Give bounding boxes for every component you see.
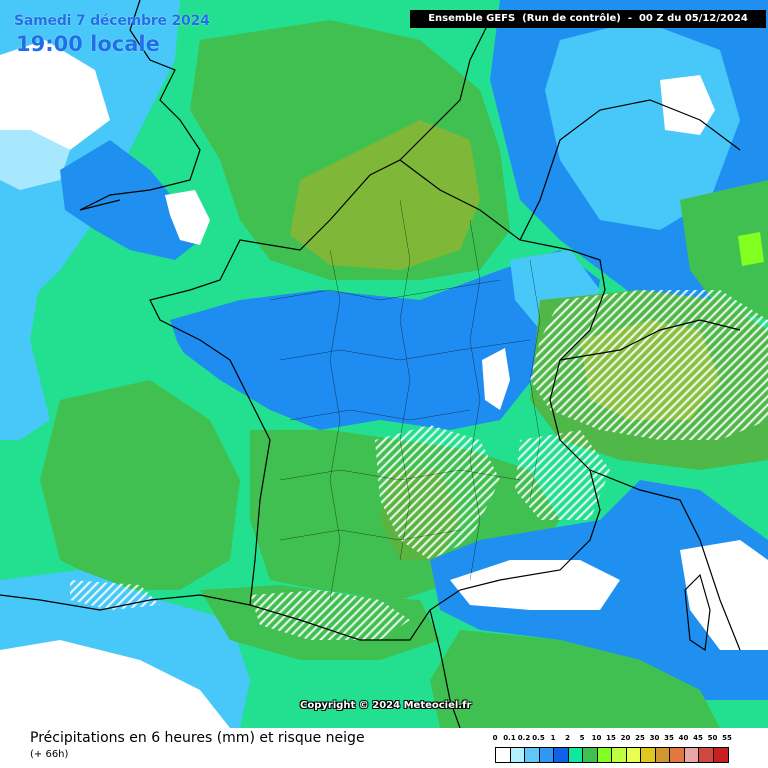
map-canvas bbox=[0, 0, 768, 728]
precip-zone-channel-white bbox=[165, 190, 210, 245]
map-title: Précipitations en 6 heures (mm) et risqu… bbox=[30, 730, 365, 746]
map-local-time: 19:00 locale bbox=[16, 32, 160, 56]
snow-risk-alps bbox=[515, 430, 610, 520]
precip-zone-west-blue-edge bbox=[0, 250, 50, 440]
legend-swatch bbox=[554, 748, 569, 762]
legend-label: 25 bbox=[635, 734, 645, 742]
country-borders bbox=[0, 0, 741, 728]
legend-label: 15 bbox=[606, 734, 616, 742]
precip-zone-nw-white bbox=[0, 40, 110, 150]
precip-zone-ne-light bbox=[545, 20, 740, 230]
legend-labels: 0 0.1 0.2 0.5 1 2 5 10 15 20 25 30 35 40 45 50 55 bbox=[492, 734, 765, 744]
legend-swatches bbox=[495, 747, 729, 763]
precip-zone-med-white bbox=[450, 560, 620, 610]
legend-swatch bbox=[670, 748, 685, 762]
forecast-offset: (+ 66h) bbox=[30, 749, 69, 760]
legend-label: 35 bbox=[664, 734, 674, 742]
precip-zone-med-green bbox=[430, 630, 720, 728]
copyright-notice: Copyright © 2024 Meteociel.fr bbox=[300, 700, 472, 711]
precip-zone-west-green bbox=[40, 380, 240, 590]
legend-label: 2 bbox=[565, 734, 570, 742]
legend-label: 5 bbox=[579, 734, 585, 742]
legend-swatch bbox=[568, 748, 583, 762]
legend-swatch bbox=[612, 748, 627, 762]
legend-swatch bbox=[583, 748, 598, 762]
legend-swatch bbox=[510, 748, 525, 762]
legend-label: 10 bbox=[591, 734, 602, 742]
precip-zone-ne-lime bbox=[738, 232, 764, 266]
legend-swatch bbox=[496, 748, 511, 762]
map-date: Samedi 7 décembre 2024 bbox=[14, 13, 210, 29]
legend-label: 45 bbox=[693, 734, 703, 742]
legend-label: 55 bbox=[722, 734, 732, 742]
legend-label: 50 bbox=[707, 734, 718, 742]
precipitation-map: Samedi 7 décembre 2024 19:00 locale Ense… bbox=[0, 0, 768, 728]
precip-zone-ne-green bbox=[680, 180, 768, 320]
legend-swatch bbox=[626, 748, 641, 762]
precip-zone-corsica-white bbox=[680, 540, 768, 650]
legend-swatch bbox=[539, 748, 554, 762]
precip-zone-central-white bbox=[482, 348, 510, 410]
legend-label: 1 bbox=[550, 734, 556, 742]
precipitation-legend: 0 0.1 0.2 0.5 1 2 5 10 15 20 25 30 35 40 45 50 55 bbox=[492, 734, 765, 764]
legend-swatch bbox=[525, 748, 540, 762]
precip-zone-ne-white bbox=[660, 75, 715, 135]
legend-label: 0.1 bbox=[503, 734, 516, 742]
legend-label: 0.2 bbox=[517, 734, 531, 742]
legend-label: 30 bbox=[649, 734, 660, 742]
precip-zone-nw-verylight bbox=[0, 130, 70, 190]
legend-swatch bbox=[641, 748, 656, 762]
legend-swatch bbox=[699, 748, 714, 762]
legend-swatch bbox=[713, 748, 728, 762]
legend-swatch bbox=[684, 748, 699, 762]
snow-risk-pyrenees bbox=[250, 590, 410, 640]
legend-label: 20 bbox=[620, 734, 631, 742]
legend-label: 40 bbox=[678, 734, 689, 742]
legend-label: 0 bbox=[492, 734, 498, 742]
legend-label: 0.5 bbox=[532, 734, 545, 742]
precip-zone-channel-blue bbox=[60, 140, 200, 260]
legend-swatch bbox=[597, 748, 612, 762]
region-borders bbox=[269, 199, 541, 601]
precip-zone-sw-white bbox=[0, 640, 230, 728]
snow-risk-east bbox=[530, 290, 768, 440]
precip-zone-north-olive bbox=[290, 120, 480, 270]
legend-swatch bbox=[655, 748, 670, 762]
snow-risk-massif bbox=[375, 425, 500, 560]
model-run-banner: Ensemble GEFS (Run de contrôle) - 00 Z d… bbox=[410, 10, 766, 28]
